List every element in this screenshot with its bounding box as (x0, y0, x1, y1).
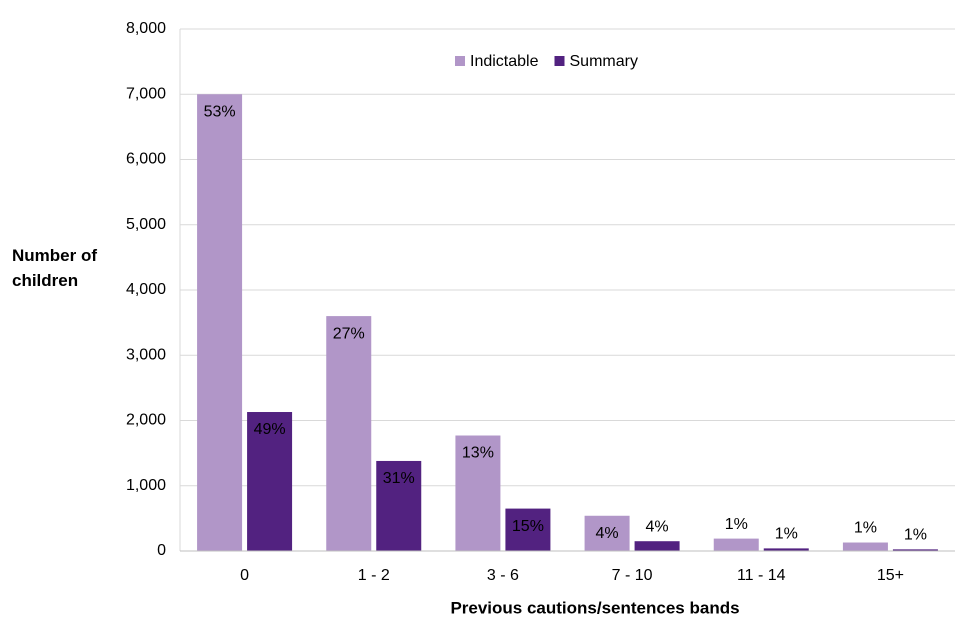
legend-label: Summary (570, 53, 638, 70)
bar (505, 508, 551, 551)
x-tick-label: 11 - 14 (737, 567, 786, 584)
y-tick-label: 1,000 (126, 477, 166, 494)
x-tick-label: 15+ (877, 567, 904, 584)
data-label: 4% (646, 518, 669, 535)
bar (197, 94, 243, 551)
data-label: 53% (204, 103, 236, 120)
data-label: 1% (904, 527, 927, 544)
x-tick-label: 7 - 10 (612, 567, 653, 584)
bar (247, 412, 293, 551)
bar (713, 538, 759, 551)
y-tick-label: 5,000 (126, 216, 166, 233)
y-tick-label: 6,000 (126, 151, 166, 168)
y-tick-label: 8,000 (126, 20, 166, 37)
x-tick-label: 0 (240, 567, 249, 584)
data-label: 31% (383, 470, 415, 487)
legend-label: Indictable (470, 53, 539, 70)
x-axis-title: Previous cautions/sentences bands (450, 598, 739, 617)
y-tick-label: 4,000 (126, 281, 166, 298)
data-label: 49% (254, 421, 286, 438)
data-label: 15% (512, 518, 544, 535)
legend-swatch (455, 56, 465, 66)
y-tick-label: 7,000 (126, 85, 166, 102)
bar (634, 541, 680, 551)
x-tick-label: 3 - 6 (487, 567, 519, 584)
y-axis-title: Number of children (12, 246, 97, 290)
bar (326, 316, 372, 551)
bar (892, 549, 938, 551)
data-label: 1% (854, 520, 877, 537)
y-tick-label: 2,000 (126, 412, 166, 429)
bar (842, 542, 888, 551)
bar (584, 515, 630, 551)
bar (376, 460, 422, 551)
data-label: 1% (725, 516, 748, 533)
x-tick-label: 1 - 2 (358, 567, 390, 584)
bar (455, 435, 501, 551)
legend-swatch (554, 56, 565, 66)
bar (763, 548, 809, 551)
y-tick-label: 3,000 (126, 346, 166, 363)
data-label: 27% (333, 325, 365, 342)
data-label: 13% (462, 445, 494, 462)
data-label: 1% (775, 526, 798, 543)
y-tick-label: 0 (157, 542, 166, 559)
data-label: 4% (596, 525, 619, 542)
